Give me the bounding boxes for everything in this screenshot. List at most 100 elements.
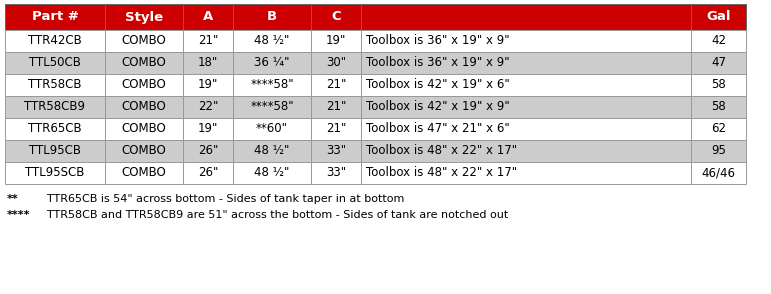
Bar (233, 118, 311, 140)
Text: 21": 21" (326, 123, 346, 136)
Text: 48 ½": 48 ½" (254, 166, 290, 180)
Text: TTR65CB: TTR65CB (29, 123, 82, 136)
Text: 48 ½": 48 ½" (254, 34, 290, 48)
Text: 58: 58 (711, 101, 726, 113)
Bar (311, 30, 361, 52)
Text: TTL95CB: TTL95CB (29, 144, 81, 158)
Text: Gal: Gal (706, 11, 731, 24)
Bar (311, 118, 361, 140)
Text: TTR58CB9: TTR58CB9 (25, 101, 86, 113)
Text: 21": 21" (326, 101, 346, 113)
Text: 33": 33" (326, 144, 346, 158)
Bar (5, 30, 105, 52)
Text: Toolbox is 36" x 19" x 9": Toolbox is 36" x 19" x 9" (366, 34, 510, 48)
Text: COMBO: COMBO (122, 78, 167, 91)
Bar (105, 140, 183, 162)
Text: 36 ¼": 36 ¼" (254, 56, 290, 69)
Bar (311, 162, 361, 184)
Bar (311, 52, 361, 74)
Bar (233, 140, 311, 162)
Bar (105, 4, 183, 30)
Text: Toolbox is 42" x 19" x 6": Toolbox is 42" x 19" x 6" (366, 78, 510, 91)
Bar (105, 30, 183, 52)
Bar (361, 74, 691, 96)
Bar (105, 52, 183, 74)
Bar (311, 4, 361, 30)
Bar (233, 4, 311, 30)
Bar (233, 52, 311, 74)
Text: 19": 19" (198, 123, 218, 136)
Bar (183, 140, 233, 162)
Text: COMBO: COMBO (122, 101, 167, 113)
Text: 30": 30" (326, 56, 346, 69)
Text: Toolbox is 36" x 19" x 9": Toolbox is 36" x 19" x 9" (366, 56, 510, 69)
Text: Part #: Part # (32, 11, 79, 24)
Text: 33": 33" (326, 166, 346, 180)
Bar (361, 30, 691, 52)
Text: **60": **60" (256, 123, 288, 136)
Bar (233, 74, 311, 96)
Text: 19": 19" (198, 78, 218, 91)
Bar (105, 162, 183, 184)
Text: Toolbox is 47" x 21" x 6": Toolbox is 47" x 21" x 6" (366, 123, 510, 136)
Text: Toolbox is 48" x 22" x 17": Toolbox is 48" x 22" x 17" (366, 166, 517, 180)
Bar (361, 140, 691, 162)
Bar (5, 52, 105, 74)
Bar (105, 96, 183, 118)
Text: 95: 95 (711, 144, 726, 158)
Bar (311, 140, 361, 162)
Bar (361, 4, 691, 30)
Text: B: B (267, 11, 277, 24)
Bar (183, 4, 233, 30)
Text: 42: 42 (711, 34, 726, 48)
Bar (311, 96, 361, 118)
Bar (691, 52, 746, 74)
Text: 26": 26" (198, 144, 218, 158)
Bar (105, 74, 183, 96)
Bar (5, 162, 105, 184)
Text: COMBO: COMBO (122, 34, 167, 48)
Bar (361, 118, 691, 140)
Text: 18": 18" (198, 56, 218, 69)
Text: TTL95SCB: TTL95SCB (25, 166, 85, 180)
Bar (5, 96, 105, 118)
Text: 22": 22" (198, 101, 218, 113)
Text: 21": 21" (326, 78, 346, 91)
Text: TTR65CB is 54" across bottom - Sides of tank taper in at bottom: TTR65CB is 54" across bottom - Sides of … (47, 194, 404, 204)
Bar (233, 162, 311, 184)
Text: A: A (203, 11, 213, 24)
Text: ****: **** (7, 210, 31, 220)
Bar (361, 162, 691, 184)
Text: 62: 62 (711, 123, 726, 136)
Text: TTR58CB: TTR58CB (29, 78, 82, 91)
Text: ****58": ****58" (250, 78, 294, 91)
Bar (183, 52, 233, 74)
Text: ****58": ****58" (250, 101, 294, 113)
Text: TTR42CB: TTR42CB (28, 34, 82, 48)
Bar (183, 30, 233, 52)
Text: 47: 47 (711, 56, 726, 69)
Bar (5, 118, 105, 140)
Text: **: ** (7, 194, 19, 204)
Bar (691, 96, 746, 118)
Bar (5, 4, 105, 30)
Text: 46/46: 46/46 (702, 166, 736, 180)
Text: C: C (332, 11, 341, 24)
Text: Toolbox is 42" x 19" x 9": Toolbox is 42" x 19" x 9" (366, 101, 510, 113)
Text: 58: 58 (711, 78, 726, 91)
Bar (183, 96, 233, 118)
Bar (233, 96, 311, 118)
Text: 19": 19" (326, 34, 346, 48)
Text: COMBO: COMBO (122, 56, 167, 69)
Bar (183, 118, 233, 140)
Bar (311, 74, 361, 96)
Bar (233, 30, 311, 52)
Bar (183, 162, 233, 184)
Text: 48 ½": 48 ½" (254, 144, 290, 158)
Bar (5, 140, 105, 162)
Text: 21": 21" (198, 34, 218, 48)
Bar (691, 4, 746, 30)
Bar (5, 74, 105, 96)
Bar (361, 96, 691, 118)
Bar (361, 52, 691, 74)
